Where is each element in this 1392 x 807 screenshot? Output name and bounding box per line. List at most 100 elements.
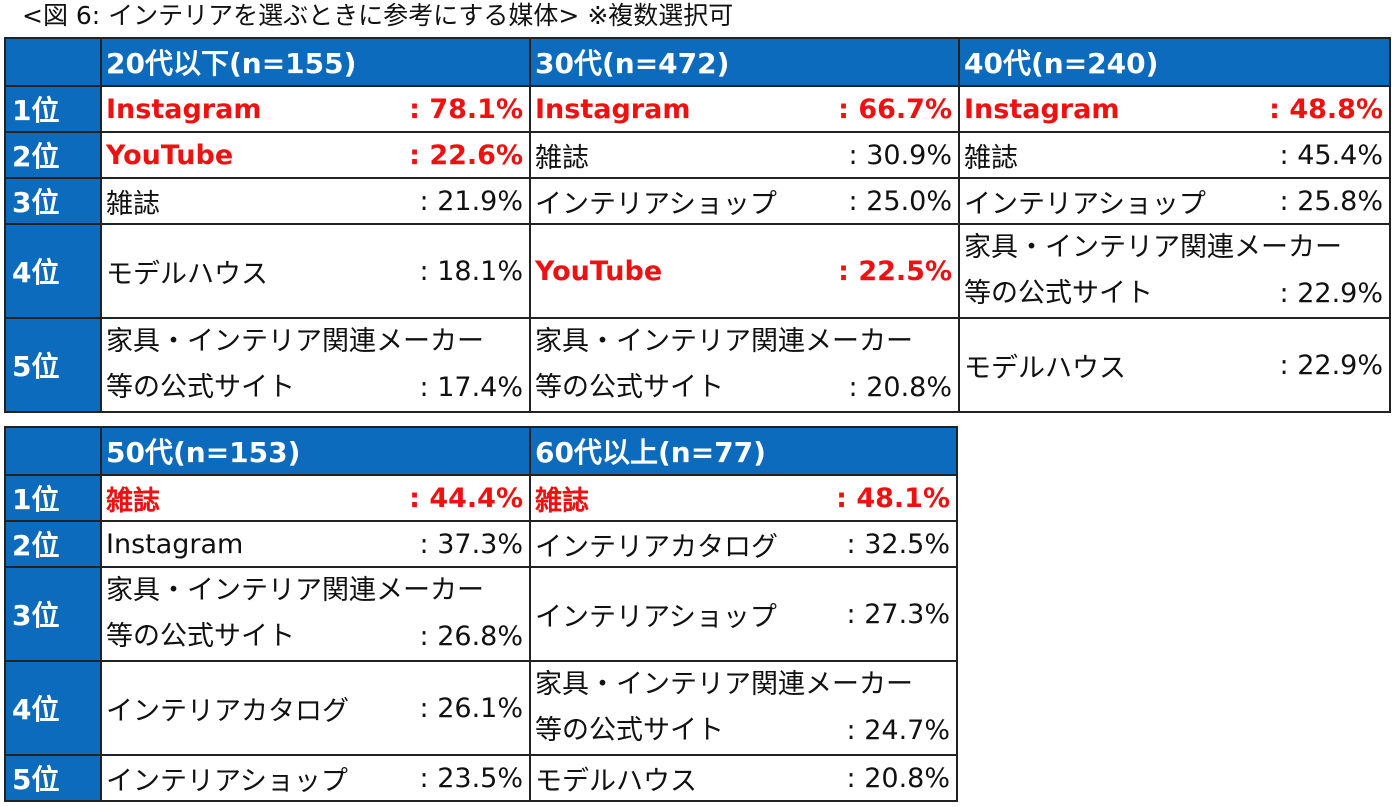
media-label: Instagram [106,528,244,560]
table-row: 4位 インテリアカタログ : 26.1% 家具・インテリア関連メーカー 等の公式サイ… [4,660,958,756]
ranking-cell: Instagram : 37.3% [100,520,531,568]
ranking-cell: YouTube: 22.6% [100,131,531,179]
ranking-cell: モデルハウス : 20.8% [529,754,958,802]
table-row: 1位 雑誌 : 44.4% 雑誌 : 48.1% [4,474,958,522]
rank-label: 1位 [4,85,102,133]
media-label: インテリアカタログ [106,695,349,727]
ranking-cell: モデルハウス : 18.1% [100,223,531,319]
rank-label: 2位 [4,520,102,568]
percent-value: : 44.4% [409,482,523,514]
percent-value: : 78.1% [409,93,523,125]
ranking-cell: インテリアショップ : 27.3% [529,566,958,662]
percent-value: : 66.7% [838,93,952,125]
percent-value: : 23.5% [419,762,523,794]
percent-value: : 17.4% [419,372,523,403]
header-40s: 40代(n=240) [958,37,1391,87]
media-label: Instagram [535,93,691,125]
media-label-line2: 等の公式サイト [535,372,724,403]
header-30s: 30代(n=472) [529,37,960,87]
percent-value: : 22.5% [838,255,952,287]
ranking-cell: 雑誌: 30.9% [529,131,960,179]
media-label: インテリアショップ [535,188,777,220]
media-label-line2: 等の公式サイト [964,278,1153,309]
rank-label: 4位 [4,660,102,756]
media-label-line1: 家具・インテリア関連メーカー [106,575,484,606]
media-label-line1: 家具・インテリア関連メーカー [964,232,1342,263]
percent-value: : 26.8% [419,621,523,652]
media-label-line2: 等の公式サイト [106,621,295,652]
media-label-line1: 家具・インテリア関連メーカー [106,326,484,357]
percent-value: : 25.0% [848,185,952,217]
percent-value: : 18.1% [419,255,523,287]
table-row: 2位 Instagram : 37.3% インテリアカタログ : 32.5% [4,520,958,568]
percent-value: : 30.9% [848,139,952,171]
percent-value: : 22.9% [1279,278,1383,309]
media-label: Instagram [106,93,262,125]
ranking-cell: インテリアカタログ : 32.5% [529,520,958,568]
ranking-cell: 家具・インテリア関連メーカー 等の公式サイト: 24.7% [529,660,958,756]
table-row: 5位 家具・インテリア関連メーカー 等の公式サイト: 17.4% 家具・インテリア… [4,317,1391,413]
header-corner [4,37,102,87]
media-label: インテリアショップ [535,601,777,633]
percent-value: : 26.1% [419,692,523,724]
rank-label: 2位 [4,131,102,179]
header-20s-or-under: 20代以下(n=155) [100,37,531,87]
media-label: モデルハウス [106,258,268,290]
table-row: 4位 モデルハウス : 18.1% YouTube : 22.5% 家具・インテリア… [4,223,1391,319]
ranking-table-50s-60s: 50代(n=153) 60代以上(n=77) 1位 雑誌 : 44.4% 雑誌 : … [4,426,958,802]
percent-value: : 48.8% [1269,93,1383,125]
ranking-cell: 雑誌 : 48.1% [529,474,958,522]
rank-label: 3位 [4,177,102,225]
rank-label: 5位 [4,317,102,413]
rank-label: 4位 [4,223,102,319]
ranking-cell: 家具・インテリア関連メーカー 等の公式サイト : 17.4% [100,317,531,413]
percent-value: : 20.8% [848,372,952,403]
media-label: 雑誌 [535,485,589,517]
table-row: 3位 家具・インテリア関連メーカー 等の公式サイト : 26.8% インテリアショッ… [4,566,958,662]
rank-label: 3位 [4,566,102,662]
media-label: モデルハウス [964,352,1126,384]
rank-label: 5位 [4,754,102,802]
media-label: Instagram [964,93,1120,125]
media-label: YouTube [106,139,234,171]
percent-value: : 27.3% [846,598,950,630]
media-label: YouTube [535,255,663,287]
header-corner [4,426,102,476]
percent-value: : 32.5% [846,528,950,560]
table-row: 3位 雑誌 : 21.9% インテリアショップ : 25.0% インテリアショップ:… [4,177,1391,225]
ranking-cell: 雑誌 : 44.4% [100,474,531,522]
ranking-cell: 家具・インテリア関連メーカー 等の公式サイト : 22.9% [958,223,1391,319]
media-label-line2: 等の公式サイト [535,715,724,746]
percent-value: : 21.9% [419,185,523,217]
ranking-cell: インテリアショップ : 23.5% [100,754,531,802]
ranking-cell: 家具・インテリア関連メーカー 等の公式サイト: 20.8% [529,317,960,413]
media-label: 雑誌 [964,142,1018,174]
media-label: インテリアショップ [964,188,1206,220]
figure-caption: <図 6: インテリアを選ぶときに参考にする媒体> ※複数選択可 [22,1,734,30]
media-label: 雑誌 [106,485,160,517]
ranking-cell: 雑誌 : 45.4% [958,131,1391,179]
percent-value: : 48.1% [836,482,950,514]
percent-value: : 45.4% [1279,139,1383,171]
media-label: インテリアカタログ [535,531,778,563]
header-50s: 50代(n=153) [100,426,531,476]
table-row: 5位 インテリアショップ : 23.5% モデルハウス : 20.8% [4,754,958,802]
table-row: 1位 Instagram : 78.1% Instagram : 66.7% Ins… [4,85,1391,133]
ranking-cell: Instagram : 66.7% [529,85,960,133]
percent-value: : 37.3% [419,528,523,560]
media-label: インテリアショップ [106,765,348,797]
rank-label: 1位 [4,474,102,522]
media-label: 雑誌 [106,188,160,220]
media-label: モデルハウス [535,765,697,797]
percent-value: : 25.8% [1279,185,1383,217]
header-row: 20代以下(n=155) 30代(n=472) 40代(n=240) [4,37,1391,87]
ranking-cell: YouTube : 22.5% [529,223,960,319]
ranking-cell: Instagram : 78.1% [100,85,531,133]
percent-value: : 20.8% [846,762,950,794]
ranking-cell: Instagram : 48.8% [958,85,1391,133]
header-row: 50代(n=153) 60代以上(n=77) [4,426,958,476]
ranking-cell: 家具・インテリア関連メーカー 等の公式サイト : 26.8% [100,566,531,662]
ranking-cell: 雑誌 : 21.9% [100,177,531,225]
media-label-line2: 等の公式サイト [106,372,295,403]
ranking-cell: モデルハウス: 22.9% [958,317,1391,413]
